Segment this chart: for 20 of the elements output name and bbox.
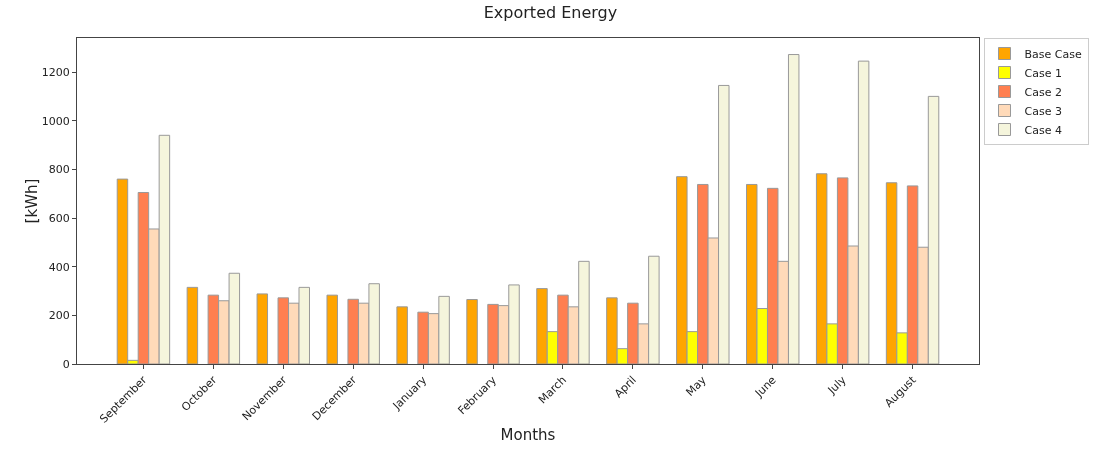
legend-label: Base Case [1024,47,1082,61]
y-tick-label: 1200 [41,65,70,79]
x-axis-title: Months [500,425,556,444]
y-tick-label: 0 [62,357,70,371]
y-axis-title: [kWh] [23,178,41,224]
legend-label: Case 1 [1024,66,1062,80]
bar [396,306,408,364]
bar [466,299,478,364]
y-tick-label: 200 [48,309,70,323]
legend-label: Case 3 [1024,104,1062,118]
bar [256,293,269,364]
legend-label: Case 4 [1024,123,1062,137]
bar [326,294,338,364]
y-tick-label: 800 [48,163,70,177]
y-tick-label: 400 [48,260,70,274]
y-tick-label: 1000 [41,114,70,128]
chart-title: Exported Energy [483,2,618,22]
y-tick-label: 600 [48,211,70,225]
legend-label: Case 2 [1024,85,1062,99]
bar [186,286,199,364]
